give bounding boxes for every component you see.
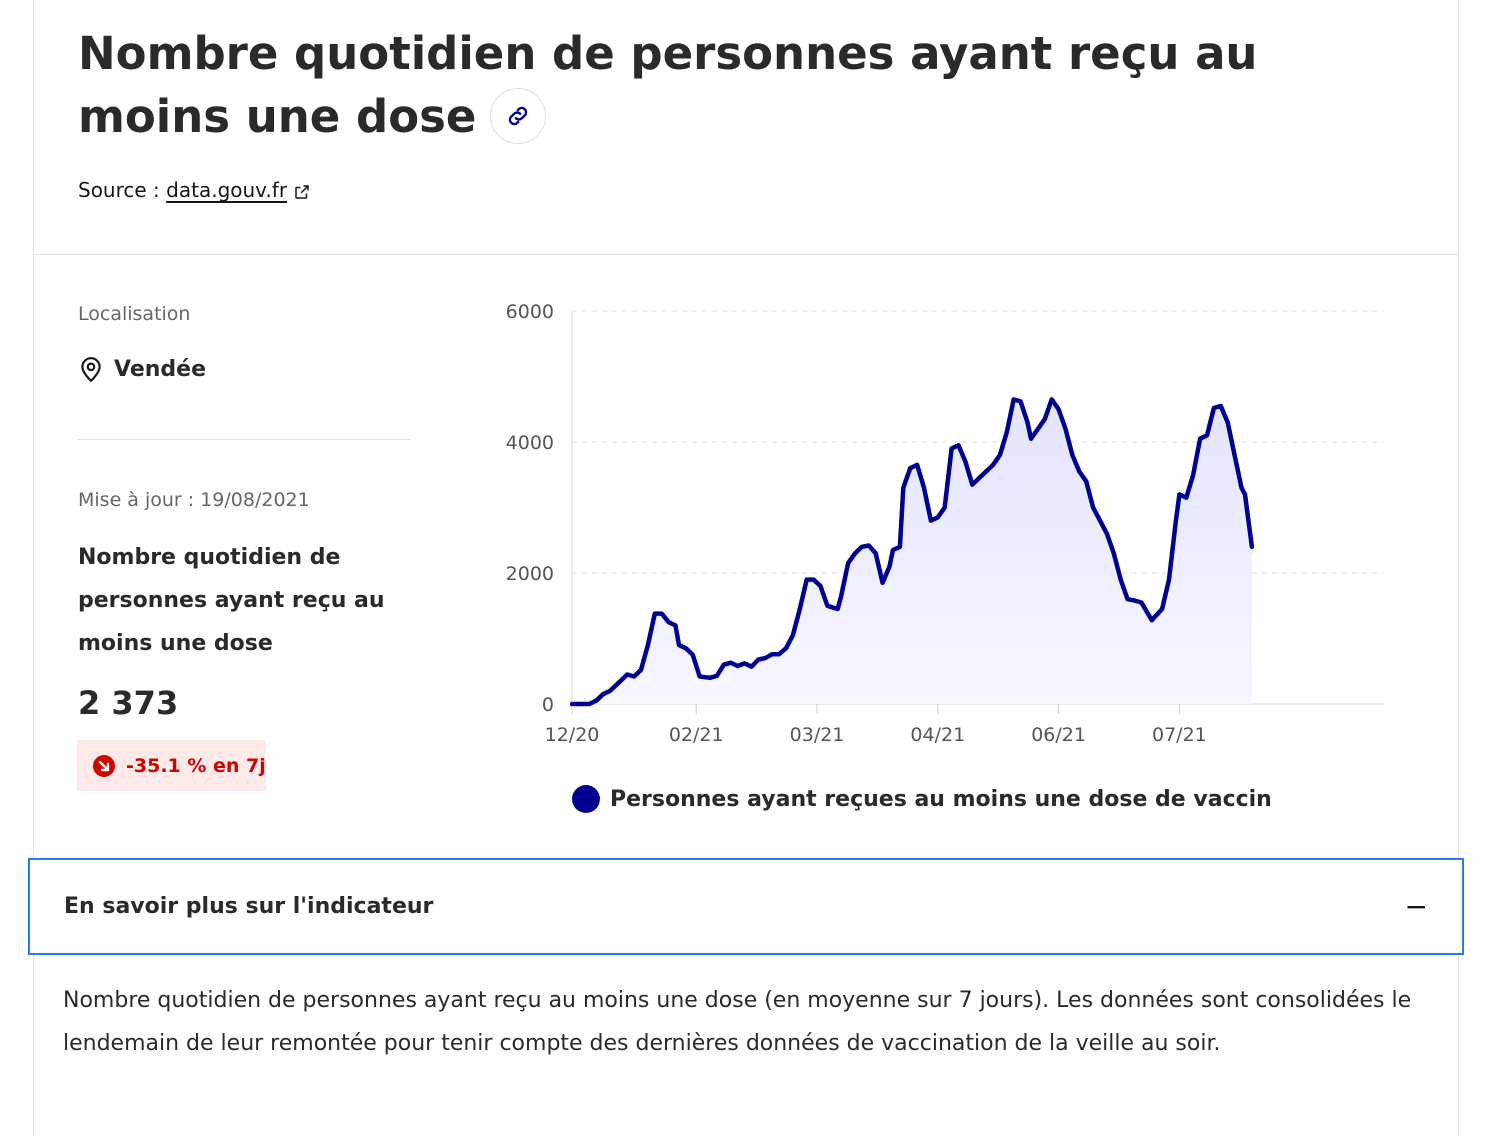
chart-legend[interactable]: Personnes ayant reçues au moins une dose… <box>572 785 1272 813</box>
trend-badge: -35.1 % en 7j <box>77 740 266 791</box>
x-tick-label: 04/21 <box>910 724 965 746</box>
source-link[interactable]: data.gouv.fr <box>166 178 311 202</box>
update-date: Mise à jour : 19/08/2021 <box>78 489 310 511</box>
series-line <box>569 397 1255 707</box>
page-title: Nombre quotidien de personnes ayant reçu… <box>78 22 1408 148</box>
series-area <box>572 399 1252 704</box>
x-tick-label: 12/20 <box>545 724 600 746</box>
vaccination-chart: 0 2000 4000 6000 12/20 02/21 03/21 04/21 06/21 07… <box>506 301 1383 746</box>
indicator-info-accordion[interactable]: En savoir plus sur l'indicateur − <box>28 858 1464 955</box>
location-label: Localisation <box>78 303 191 325</box>
y-tick-label: 4000 <box>506 432 554 454</box>
x-tick-label: 06/21 <box>1031 724 1086 746</box>
page-title-text: Nombre quotidien de personnes ayant reçu… <box>78 27 1258 143</box>
map-pin-icon <box>81 357 101 383</box>
y-tick-label: 2000 <box>506 563 554 585</box>
x-tick-label: 07/21 <box>1152 724 1207 746</box>
location-value: Vendée <box>78 355 206 383</box>
source-link-text: data.gouv.fr <box>166 178 288 202</box>
indicator-value: 2 373 <box>78 684 179 722</box>
indicator-card <box>33 0 1459 1136</box>
trend-text: -35.1 % en 7j <box>126 754 266 777</box>
indicator-description: Nombre quotidien de personnes ayant reçu… <box>63 988 1412 1056</box>
y-tick-label: 6000 <box>506 301 554 323</box>
link-icon <box>509 106 528 126</box>
legend-marker <box>572 785 600 813</box>
trend-down-icon <box>93 754 115 777</box>
x-tick-label: 02/21 <box>669 724 724 746</box>
collapse-icon: − <box>1404 890 1428 923</box>
legend-label: Personnes ayant reçues au moins une dose… <box>610 786 1272 812</box>
sidebar-divider <box>78 439 410 440</box>
location-name: Vendée <box>114 356 206 382</box>
accordion-label: En savoir plus sur l'indicateur <box>64 894 434 919</box>
source-line: Source : data.gouv.fr <box>78 178 311 202</box>
source-prefix: Source : <box>78 178 160 202</box>
external-link-icon <box>295 184 309 199</box>
header-divider <box>33 254 1459 255</box>
x-tick-label: 03/21 <box>790 724 845 746</box>
indicator-title: Nombre quotidien de personnes ayant reçu… <box>78 545 385 656</box>
y-tick-label: 0 <box>542 694 554 716</box>
copy-link-button[interactable] <box>490 88 547 144</box>
